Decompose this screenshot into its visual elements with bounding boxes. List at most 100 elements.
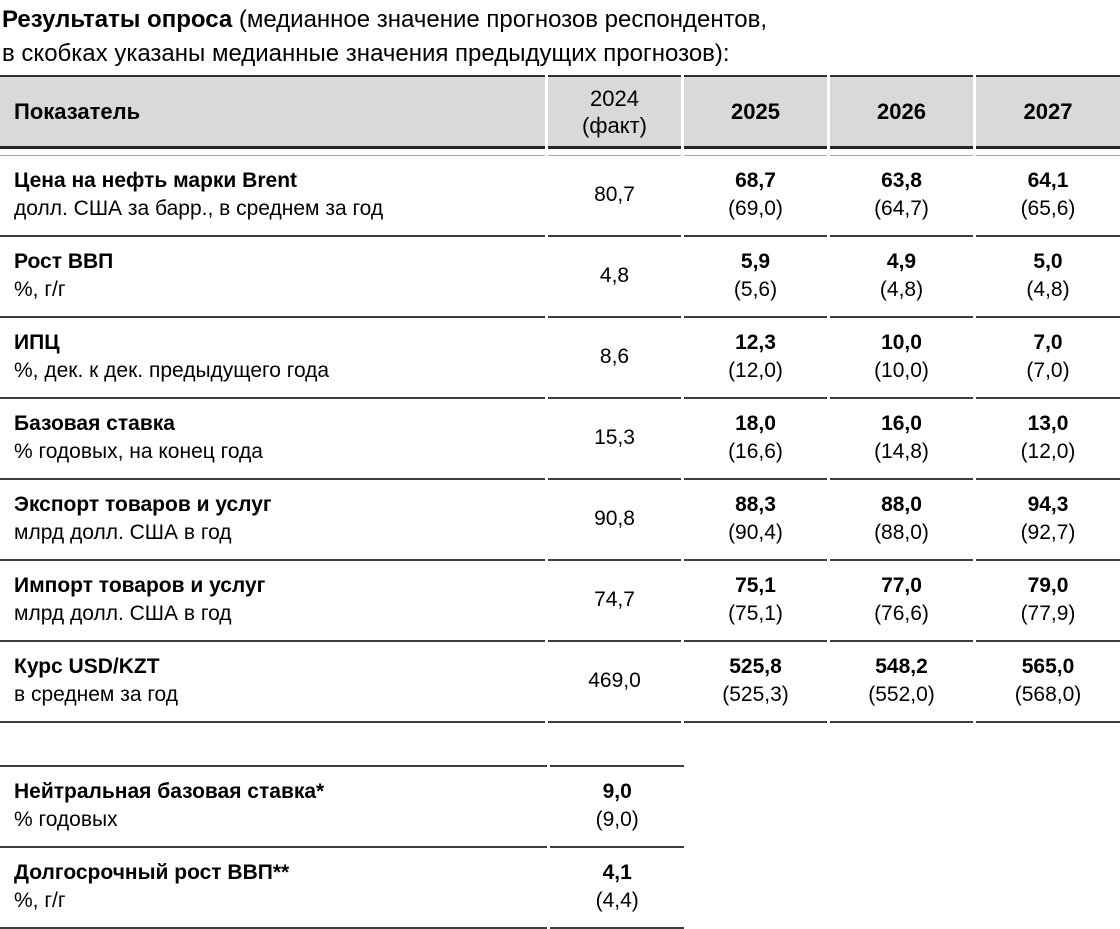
indicator-unit: млрд долл. США в год <box>14 602 232 625</box>
table-row-import: Импорт товаров и услуг млрд долл. США в … <box>0 561 1120 642</box>
forecast-value: 77,0 <box>881 574 922 597</box>
indicator-name: Рост ВВП <box>14 250 114 273</box>
forecast-cell-2027: 13,0 (12,0) <box>976 399 1120 480</box>
header-year-2027: 2027 <box>976 75 1120 149</box>
forecast-value: 63,8 <box>881 169 922 192</box>
table-row-export: Экспорт товаров и услуг млрд долл. США в… <box>0 480 1120 561</box>
indicator-name: ИПЦ <box>14 331 60 354</box>
indicator-name: Долгосрочный рост ВВП** <box>14 861 290 884</box>
indicator-unit: % годовых <box>14 808 118 831</box>
indicator-name: Курс USD/KZT <box>14 655 160 678</box>
forecast-value: 12,3 <box>735 331 776 354</box>
forecast-cell-2025: 18,0 (16,6) <box>684 399 827 480</box>
table-row-cpi: ИПЦ %, дек. к дек. предыдущего года 8,6 … <box>0 318 1120 399</box>
forecast-value: 68,7 <box>735 169 776 192</box>
forecast-prev: (90,4) <box>728 521 783 544</box>
indicator-cell: Экспорт товаров и услуг млрд долл. США в… <box>0 480 545 561</box>
fact-value: 469,0 <box>548 642 681 723</box>
forecast-cell-2025: 88,3 (90,4) <box>684 480 827 561</box>
indicator-cell: Импорт товаров и услуг млрд долл. США в … <box>0 561 545 642</box>
header-fact-year: 2024 <box>590 85 639 111</box>
header-indicator: Показатель <box>0 75 545 149</box>
value: 9,0 <box>602 780 632 803</box>
table-row-base-rate: Базовая ставка % годовых, на конец года … <box>0 399 1120 480</box>
indicator-cell: Нейтральная базовая ставка* % годовых <box>0 765 548 848</box>
title-rest: (медианное значение прогнозов респондент… <box>232 6 768 33</box>
forecast-cell-2026: 4,9 (4,8) <box>830 237 973 318</box>
fact-value: 15,3 <box>548 399 681 480</box>
forecast-cell-2026: 88,0 (88,0) <box>830 480 973 561</box>
forecast-value: 75,1 <box>735 574 776 597</box>
fact-value: 90,8 <box>548 480 681 561</box>
header-underline-gap <box>0 149 1120 156</box>
forecast-cell-2027: 64,1 (65,6) <box>976 156 1120 237</box>
forecast-value: 88,0 <box>881 493 922 516</box>
forecast-value: 7,0 <box>1033 331 1063 354</box>
indicator-unit: долл. США за барр., в среднем за год <box>14 197 384 220</box>
header-fact-note: (факт) <box>582 112 647 138</box>
indicator-cell: Рост ВВП %, г/г <box>0 237 545 318</box>
forecast-prev: (4,8) <box>1026 278 1070 301</box>
forecast-value: 525,8 <box>729 655 782 678</box>
header-year-2025: 2025 <box>684 75 827 149</box>
forecast-prev: (77,9) <box>1020 602 1076 625</box>
forecast-value: 16,0 <box>881 412 922 435</box>
forecast-prev: (4,8) <box>879 278 924 301</box>
forecast-value: 64,1 <box>1027 169 1069 192</box>
page-title: Результаты опроса (медианное значение пр… <box>0 0 1120 75</box>
forecast-prev: (14,8) <box>874 440 929 463</box>
fact-value: 74,7 <box>548 561 681 642</box>
indicator-cell: Базовая ставка % годовых, на конец года <box>0 399 545 480</box>
indicator-unit: %, г/г <box>14 278 66 301</box>
forecast-prev: (92,7) <box>1020 521 1076 544</box>
forecast-cell-2025: 75,1 (75,1) <box>684 561 827 642</box>
indicator-cell: Цена на нефть марки Brent долл. США за б… <box>0 156 545 237</box>
forecast-cell-2027: 94,3 (92,7) <box>976 480 1120 561</box>
forecast-value: 5,9 <box>740 250 771 273</box>
forecast-prev: (12,0) <box>1020 440 1076 463</box>
indicator-unit: %, г/г <box>14 889 66 912</box>
forecast-cell-2026: 10,0 (10,0) <box>830 318 973 399</box>
forecast-value: 79,0 <box>1027 574 1069 597</box>
indicator-cell: ИПЦ %, дек. к дек. предыдущего года <box>0 318 545 399</box>
indicator-name: Экспорт товаров и услуг <box>14 493 272 516</box>
value-cell: 9,0 (9,0) <box>550 765 684 848</box>
indicator-name: Базовая ставка <box>14 412 175 435</box>
indicator-cell: Курс USD/KZT в среднем за год <box>0 642 545 723</box>
long-run-table: Нейтральная базовая ставка* % годовых 9,… <box>0 765 687 929</box>
forecast-prev: (76,6) <box>874 602 929 625</box>
table-row-usdkzt: Курс USD/KZT в среднем за год 469,0 525,… <box>0 642 1120 723</box>
indicator-unit: % годовых, на конец года <box>14 440 263 463</box>
forecast-prev: (69,0) <box>728 197 783 220</box>
forecast-cell-2027: 565,0 (568,0) <box>976 642 1120 723</box>
indicator-name: Цена на нефть марки Brent <box>14 169 298 192</box>
header-year-2026: 2026 <box>830 75 973 149</box>
forecast-value: 13,0 <box>1027 412 1069 435</box>
forecast-value: 10,0 <box>881 331 922 354</box>
forecast-value: 94,3 <box>1027 493 1069 516</box>
forecast-value: 18,0 <box>735 412 776 435</box>
forecast-table: Показатель 2024 (факт) 2025 2026 2027 Це… <box>0 75 1120 723</box>
header-row: Показатель 2024 (факт) 2025 2026 2027 <box>0 75 1120 149</box>
forecast-value: 4,9 <box>886 250 917 273</box>
table-row-neutral-rate: Нейтральная базовая ставка* % годовых 9,… <box>0 765 684 848</box>
table-row-brent: Цена на нефть марки Brent долл. США за б… <box>0 156 1120 237</box>
fact-value: 4,8 <box>548 237 681 318</box>
forecast-prev: (65,6) <box>1020 197 1076 220</box>
forecast-prev: (64,7) <box>874 197 929 220</box>
indicator-name: Импорт товаров и услуг <box>14 574 266 597</box>
indicator-unit: млрд долл. США в год <box>14 521 232 544</box>
forecast-value: 548,2 <box>875 655 928 678</box>
header-2024-fact: 2024 (факт) <box>548 75 681 149</box>
title-bold: Результаты опроса <box>2 6 233 33</box>
indicator-unit: в среднем за год <box>14 683 179 706</box>
title-line2: в скобках указаны медианные значения пре… <box>2 40 730 67</box>
forecast-cell-2027: 79,0 (77,9) <box>976 561 1120 642</box>
forecast-prev: (568,0) <box>1014 683 1082 706</box>
forecast-cell-2027: 5,0 (4,8) <box>976 237 1120 318</box>
table-row-gdp: Рост ВВП %, г/г 4,8 5,9 (5,6) 4,9 (4,8) … <box>0 237 1120 318</box>
forecast-prev: (552,0) <box>868 683 935 706</box>
forecast-cell-2025: 5,9 (5,6) <box>684 237 827 318</box>
forecast-value: 5,0 <box>1033 250 1063 273</box>
forecast-value: 88,3 <box>735 493 776 516</box>
